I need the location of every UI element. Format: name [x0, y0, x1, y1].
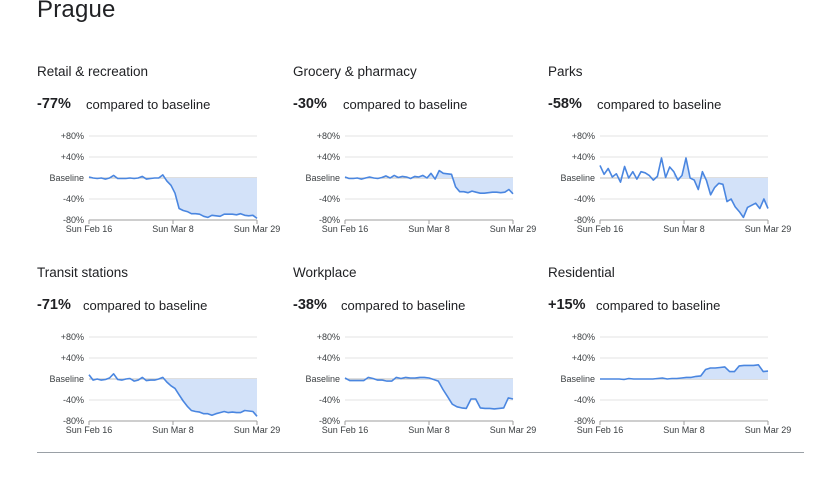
panel-transit: Transit stations -71% compared to baseli… — [37, 265, 282, 435]
mobility-chart: +80% +40% Baseline -40% -80%Sun Feb 16 Sun Ma… — [305, 131, 537, 234]
panel-grocery: Grocery & pharmacy -30% compared to base… — [293, 64, 538, 234]
y-tick-label: +40% — [572, 353, 595, 363]
y-tick-label: -80% — [574, 416, 595, 426]
series-line — [88, 174, 258, 220]
y-tick-label: +80% — [61, 131, 84, 141]
change-percent: -30% — [293, 96, 327, 112]
x-tick-label: Sun Mar 29 — [745, 425, 792, 435]
x-tick-label: Sun Mar 29 — [745, 224, 792, 234]
panel-parks: Parks -58% compared to baseline +80% +40%… — [548, 64, 793, 234]
x-tick-label: Sun Mar 8 — [408, 224, 450, 234]
y-tick-label: +40% — [317, 353, 340, 363]
y-tick-label: +40% — [317, 152, 340, 162]
y-tick-label: Baseline — [49, 374, 84, 384]
area-fill — [419, 377, 513, 409]
x-tick-label: Sun Mar 29 — [490, 425, 537, 435]
change-percent: -71% — [37, 297, 71, 313]
panel-residential: Residential +15% compared to baseline +8… — [548, 265, 793, 435]
comparison-label: compared to baseline — [596, 298, 721, 313]
y-tick-label: +80% — [61, 332, 84, 342]
x-tick-label: Sun Feb 16 — [66, 425, 113, 435]
series-line — [344, 376, 514, 410]
x-tick-label: Sun Feb 16 — [577, 224, 624, 234]
x-tick-label: Sun Mar 8 — [663, 425, 705, 435]
area-fill — [676, 364, 768, 379]
area-fill — [418, 170, 513, 194]
change-percent: -77% — [37, 96, 71, 112]
x-tick-label: Sun Feb 16 — [322, 425, 369, 435]
x-tick-label: Sun Mar 29 — [490, 224, 537, 234]
x-tick-label: Sun Mar 8 — [408, 425, 450, 435]
x-tick-label: Sun Mar 8 — [152, 224, 194, 234]
x-tick-label: Sun Feb 16 — [577, 425, 624, 435]
y-tick-label: +80% — [317, 131, 340, 141]
y-tick-label: -80% — [574, 215, 595, 225]
panel-title: Grocery & pharmacy — [293, 64, 417, 79]
y-tick-label: -40% — [319, 194, 340, 204]
y-tick-label: +80% — [317, 332, 340, 342]
y-tick-label: +40% — [61, 353, 84, 363]
y-tick-label: -40% — [574, 194, 595, 204]
area-fill — [673, 158, 768, 218]
y-tick-label: Baseline — [560, 173, 595, 183]
comparison-label: compared to baseline — [597, 97, 722, 112]
mobility-chart: +80% +40% Baseline -40% -80%Sun Feb 16 Sun Ma… — [560, 131, 792, 234]
comparison-label: compared to baseline — [86, 97, 211, 112]
mobility-chart: +80% +40% Baseline -40% -80%Sun Feb 16 Sun Ma… — [560, 332, 792, 435]
change-percent: -38% — [293, 297, 327, 313]
panel-retail: Retail & recreation -77% compared to bas… — [37, 64, 282, 234]
x-tick-label: Sun Mar 8 — [663, 224, 705, 234]
panel-title: Residential — [548, 265, 615, 280]
divider — [37, 452, 804, 453]
y-tick-label: +40% — [61, 152, 84, 162]
panel-workplace: Workplace -38% compared to baseline +80%… — [293, 265, 538, 435]
area-fill — [162, 174, 257, 219]
panel-title: Retail & recreation — [37, 64, 149, 79]
y-tick-label: +80% — [572, 332, 595, 342]
y-tick-label: Baseline — [560, 374, 595, 384]
panel-title: Parks — [548, 64, 583, 79]
y-tick-label: +80% — [572, 131, 595, 141]
y-tick-label: +40% — [572, 152, 595, 162]
page-title: Prague — [37, 0, 116, 23]
comparison-label: compared to baseline — [343, 97, 468, 112]
x-tick-label: Sun Mar 29 — [234, 425, 281, 435]
mobility-chart: +80% +40% Baseline -40% -80%Sun Feb 16 Sun Ma… — [49, 332, 281, 435]
panel-title: Transit stations — [37, 265, 129, 280]
y-tick-label: -80% — [319, 416, 340, 426]
y-tick-label: -80% — [63, 416, 84, 426]
y-tick-label: Baseline — [305, 173, 340, 183]
x-tick-label: Sun Feb 16 — [66, 224, 113, 234]
mobility-chart: +80% +40% Baseline -40% -80%Sun Feb 16 Sun Ma… — [49, 131, 281, 234]
x-tick-label: Sun Feb 16 — [322, 224, 369, 234]
series-line — [344, 169, 514, 195]
y-tick-label: -80% — [63, 215, 84, 225]
change-percent: +15% — [548, 297, 586, 313]
x-tick-label: Sun Mar 29 — [234, 224, 281, 234]
mobility-chart: +80% +40% Baseline -40% -80%Sun Feb 16 Sun Ma… — [305, 332, 537, 435]
x-tick-label: Sun Mar 8 — [152, 425, 194, 435]
y-tick-label: -80% — [319, 215, 340, 225]
change-percent: -58% — [548, 96, 582, 112]
panel-title: Workplace — [293, 265, 357, 280]
y-tick-label: -40% — [63, 194, 84, 204]
series-line — [88, 373, 258, 417]
y-tick-label: Baseline — [305, 374, 340, 384]
comparison-label: compared to baseline — [341, 298, 466, 313]
y-tick-label: -40% — [574, 395, 595, 405]
area-fill — [162, 377, 257, 417]
comparison-label: compared to baseline — [83, 298, 208, 313]
series-line — [599, 157, 769, 219]
y-tick-label: -40% — [319, 395, 340, 405]
series-line — [600, 364, 769, 381]
y-tick-label: -40% — [63, 395, 84, 405]
y-tick-label: Baseline — [49, 173, 84, 183]
